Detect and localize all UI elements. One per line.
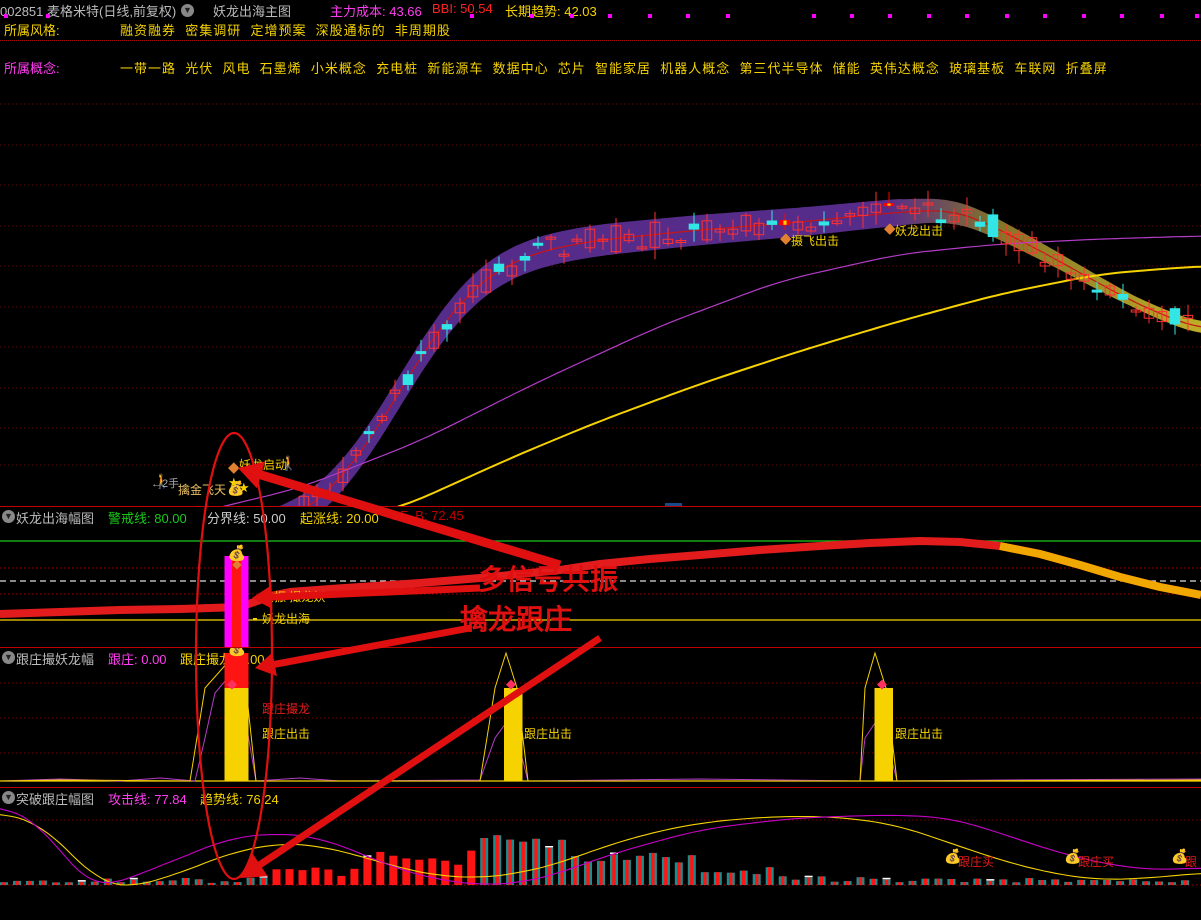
svg-text:跟庄撮龙: 跟庄撮龙 bbox=[262, 701, 310, 716]
svg-text:跟庄出击: 跟庄出击 bbox=[895, 726, 943, 741]
svg-text:跟庄出击: 跟庄出击 bbox=[262, 726, 310, 741]
svg-text:共振 撮龙妖: 共振 撮龙妖 bbox=[262, 590, 325, 604]
svg-text:跟庄出击: 跟庄出击 bbox=[524, 726, 572, 741]
svg-text:妖龙出海: 妖龙出海 bbox=[262, 611, 310, 626]
